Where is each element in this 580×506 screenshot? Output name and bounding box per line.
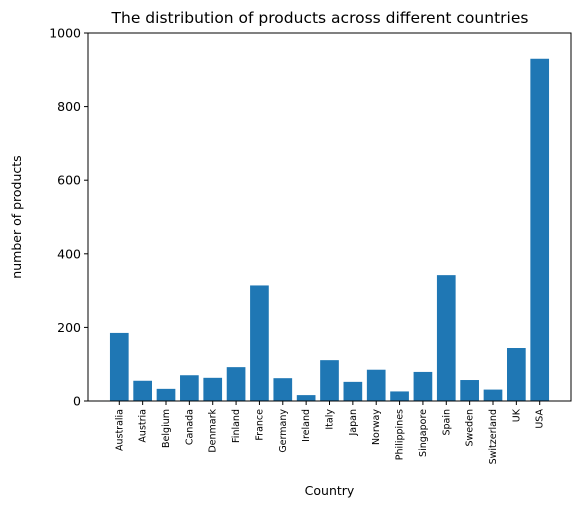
y-tick-label: 600 [57, 173, 81, 188]
x-tick-label: USA [535, 409, 546, 429]
x-tick-label: Australia [114, 409, 125, 451]
bar-austria [133, 380, 152, 401]
x-tick-label: Canada [184, 409, 195, 445]
x-tick-label: Belgium [161, 409, 172, 448]
y-tick-label: 800 [57, 99, 81, 114]
x-tick-label: Japan [348, 409, 359, 437]
x-tick-label: Italy [325, 409, 336, 430]
bar-singapore [413, 371, 433, 401]
bar-uk [507, 348, 526, 401]
x-tick-label: Finland [231, 409, 242, 443]
bar-belgium [156, 388, 176, 401]
x-tick-label: Philippines [395, 409, 406, 460]
y-tick-label: 200 [57, 320, 81, 335]
x-tick-label: Ireland [301, 409, 312, 442]
x-tick-label: Austria [138, 409, 149, 443]
x-axis-label: Country [305, 483, 355, 498]
bar-australia [109, 332, 129, 401]
x-tick-label: Spain [441, 409, 452, 436]
plot-frame [87, 32, 572, 402]
x-tick-label: Denmark [208, 409, 219, 453]
x-tick-label: France [254, 409, 265, 441]
y-tick-label: 1000 [49, 26, 81, 41]
bar-switzerland [483, 389, 503, 401]
bar-japan [343, 381, 363, 401]
bar-denmark [203, 377, 223, 401]
y-tick-label: 0 [73, 394, 81, 409]
x-tick-label: Germany [278, 409, 289, 453]
bar-usa [530, 58, 550, 401]
bar-italy [320, 360, 339, 401]
bar-finland [226, 367, 246, 401]
bars-group [109, 58, 550, 401]
y-tick-label: 400 [57, 246, 81, 261]
bar-canada [180, 375, 199, 401]
x-tick-label: Switzerland [488, 409, 499, 464]
bar-sweden [460, 380, 479, 401]
bar-philippines [390, 391, 409, 401]
bar-spain [436, 275, 456, 401]
x-tick-label: Norway [371, 409, 382, 445]
bar-germany [273, 378, 293, 401]
x-axis: Australia Austria Belgium Canada Denmark Finl… [114, 401, 546, 464]
bar-norway [366, 369, 386, 401]
x-tick-label: Singapore [418, 409, 429, 457]
x-tick-label: UK [511, 408, 522, 422]
y-axis: 0 200 400 600 800 1000 [49, 26, 88, 409]
bar-ireland [296, 395, 316, 401]
chart-title: The distribution of products across diff… [111, 9, 529, 27]
y-axis-label: number of products [9, 155, 24, 278]
bar-france [250, 285, 269, 401]
x-tick-label: Sweden [465, 409, 476, 447]
